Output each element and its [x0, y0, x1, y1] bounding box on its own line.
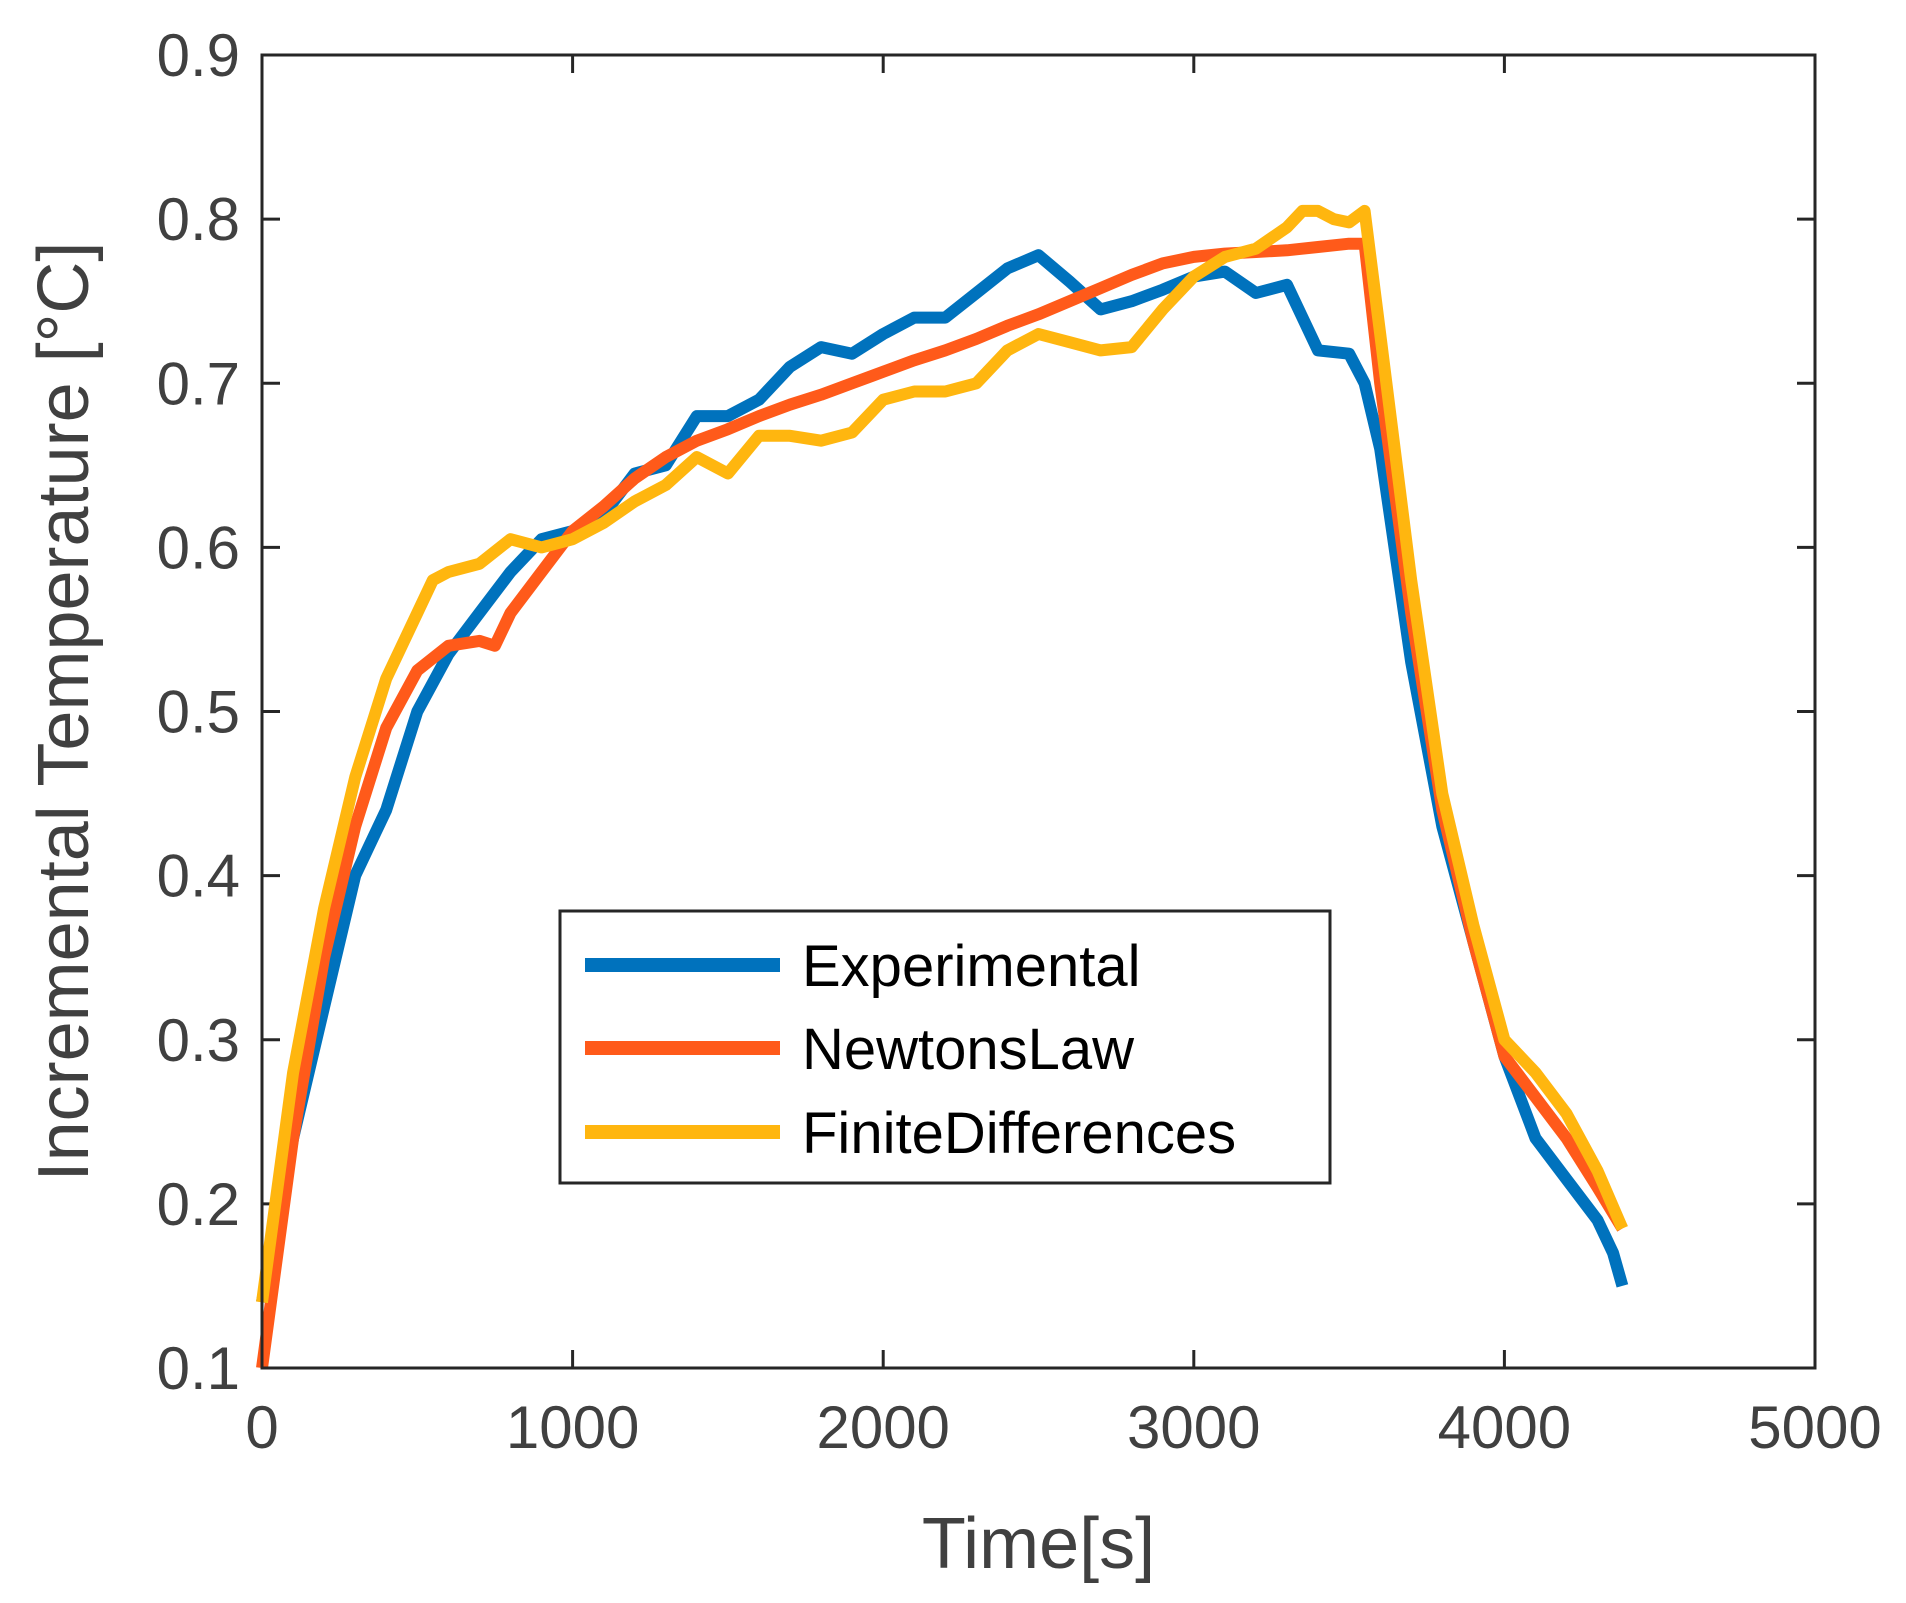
plot-area-frame	[260, 53, 1817, 1370]
x-tick-label: 4000	[1438, 1394, 1571, 1461]
y-tick-label: 0.5	[157, 679, 240, 746]
y-tick-label: 0.4	[157, 843, 240, 910]
y-tick-label: 0.2	[157, 1171, 240, 1238]
y-tick-labels: 0.1 0.2 0.3 0.4 0.5 0.6 0.7 0.8 0.9	[157, 22, 240, 1402]
legend-label-newtonslaw: NewtonsLaw	[802, 1017, 1135, 1082]
y-axis-title: Incremental Temperature [°C]	[24, 242, 104, 1182]
series-line-finitedifferences	[256, 204, 1628, 1304]
x-tick-label: 1000	[506, 1394, 639, 1461]
x-tick-label: 2000	[816, 1394, 949, 1461]
legend-label-experimental: Experimental	[802, 934, 1140, 999]
legend-label-finitedifferences: FiniteDifferences	[802, 1101, 1236, 1166]
series-lines	[256, 204, 1629, 1369]
x-tick-label: 3000	[1127, 1394, 1260, 1461]
y-tick-label: 0.7	[157, 350, 240, 417]
y-tick-label: 0.1	[157, 1335, 240, 1402]
y-tick-label: 0.9	[157, 22, 240, 89]
x-tick-label: 0	[245, 1394, 278, 1461]
x-tick-labels: 0 1000 2000 3000 4000 5000	[245, 1394, 1881, 1461]
legend: Experimental NewtonsLaw FiniteDifference…	[558, 909, 1332, 1185]
y-tick-label: 0.3	[157, 1007, 240, 1074]
y-tick-label: 0.6	[157, 514, 240, 581]
y-tick-label: 0.8	[157, 186, 240, 253]
x-axis-title: Time[s]	[922, 1504, 1155, 1584]
x-tick-label: 5000	[1748, 1394, 1881, 1461]
